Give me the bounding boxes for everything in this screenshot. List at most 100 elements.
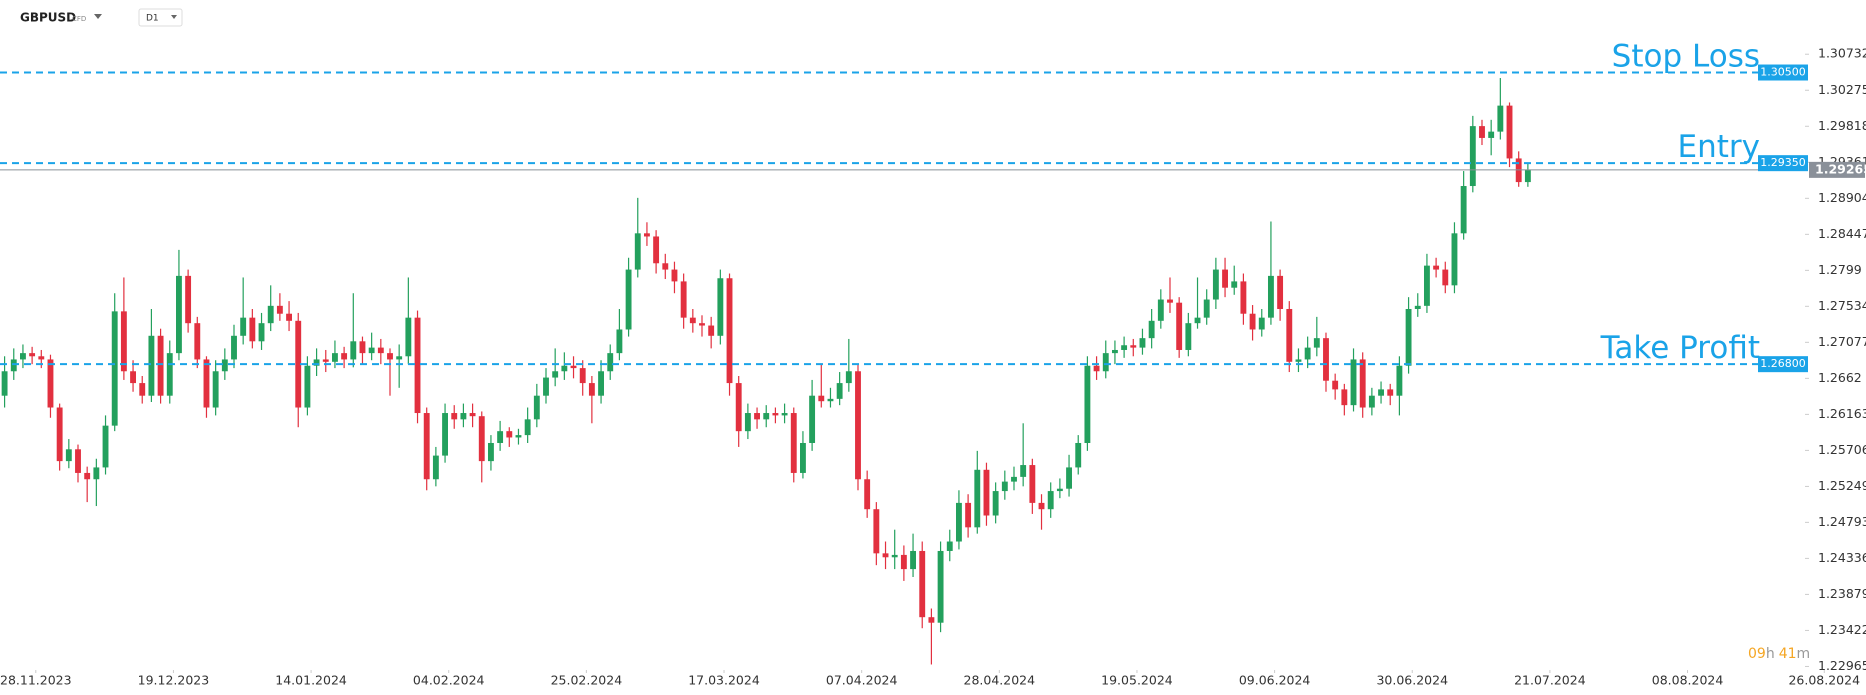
level-name: Take Profit [1600,330,1760,366]
candle-body [1047,491,1054,510]
y-tick-label: 1.25249 [1818,478,1866,493]
candle-body [258,323,265,342]
candle-body [1011,476,1017,482]
x-tick-label: 21.07.2024 [1514,673,1586,688]
candle-body [1102,353,1109,372]
candle-body [1359,359,1366,408]
candle-body [460,413,467,420]
candle-body [937,550,944,623]
candle-body [616,329,623,354]
last-price-label: 1.29265 [1815,161,1866,176]
level-name: Stop Loss [1612,39,1760,75]
candle-body [1267,275,1274,318]
candle-body [166,353,173,396]
candle-body [974,469,981,528]
candle-body [295,320,302,408]
interval-select[interactable] [138,8,183,27]
level-label: 1.26800 [1760,357,1806,370]
candle-body [1066,467,1072,489]
candle-body [1368,395,1375,408]
candle-body [955,502,962,542]
y-tick-label: 1.29818 [1818,118,1866,133]
y-tick-label: 1.24793 [1818,514,1866,529]
candle-body [1378,389,1384,396]
y-tick-label: 1.2799 [1818,262,1862,277]
candle-body [781,413,788,416]
candle-body [818,395,825,402]
candle-body [680,281,687,318]
candle-body [882,553,889,558]
candle-body [359,341,366,354]
candle-body [497,431,504,443]
candle-body [1130,345,1137,348]
candle-body [900,554,907,570]
candle-body [377,347,384,354]
candle-body [992,491,999,516]
candle-body [845,371,852,384]
y-tick-label: 1.28904 [1818,190,1866,205]
level-name: Entry [1678,129,1760,165]
candle-body [726,278,733,384]
y-tick-label: 1.30732 [1818,46,1866,61]
interval[interactable]: D1 [146,14,159,24]
candle-body [1423,265,1430,306]
candle-body [423,413,430,480]
candle-body [864,479,871,510]
candle-body [799,442,806,473]
candle-body [1460,186,1467,234]
candle-body [451,413,458,420]
candle-body [10,359,17,372]
timer-part: h [1766,646,1775,662]
candle-body [276,305,283,314]
candle-body [148,335,155,396]
candle-body [1203,299,1210,318]
candle-body [185,275,192,324]
candle-body [699,323,705,326]
x-tick-label: 08.08.2024 [1652,673,1724,688]
candle-body [735,383,742,432]
y-tick-label: 1.25706 [1818,442,1866,457]
interval-dropdown[interactable] [171,15,177,19]
y-tick-label: 1.23879 [1818,586,1866,601]
candle-body [1323,338,1329,381]
candle-body [286,313,292,321]
candle-body [322,359,329,362]
candle-body [1405,308,1412,366]
candle-body [75,449,81,473]
candle-body [249,317,256,342]
candle-body [1249,313,1256,330]
candle-body [836,383,843,399]
candle-body [625,269,632,330]
candle-body [827,398,834,402]
candle-body [38,356,45,360]
candle-body [1442,269,1449,286]
candle-body [350,341,357,360]
level-box [1758,155,1808,172]
candle-body [1038,502,1045,510]
symbol-dropdown[interactable] [94,14,102,19]
candle-body [102,425,109,468]
candle-body [442,413,448,456]
candle-body [1075,442,1082,468]
candle-body [341,353,348,360]
candle-body [56,407,63,462]
candle-body [543,377,549,396]
candle-body [1020,465,1027,477]
candle-body [240,317,247,336]
candle-body [1084,365,1091,443]
candle-body [809,395,816,443]
candle-body [368,347,375,354]
candle-body [1001,481,1008,492]
candle-body [598,371,604,396]
candle-body [304,365,311,408]
candle-body [1093,365,1100,372]
candle-body [772,413,779,416]
symbol[interactable]: GBPUSD [20,11,76,25]
candle-body [1506,105,1513,159]
candle-body [855,371,861,480]
candle-body [1295,359,1302,362]
candle-body [120,311,127,372]
candle-body [414,317,421,414]
x-tick-label: 19.12.2023 [138,673,210,688]
